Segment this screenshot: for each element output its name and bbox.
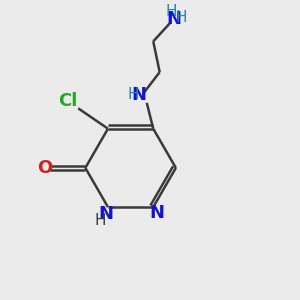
- Text: Cl: Cl: [58, 92, 78, 110]
- Text: O: O: [37, 159, 52, 177]
- Text: N: N: [131, 86, 146, 104]
- Text: N: N: [167, 10, 182, 28]
- Text: H: H: [94, 212, 106, 227]
- Text: H: H: [176, 10, 188, 25]
- Text: N: N: [150, 204, 165, 222]
- Text: H: H: [128, 87, 139, 102]
- Text: N: N: [99, 205, 114, 223]
- Text: H: H: [165, 4, 177, 19]
